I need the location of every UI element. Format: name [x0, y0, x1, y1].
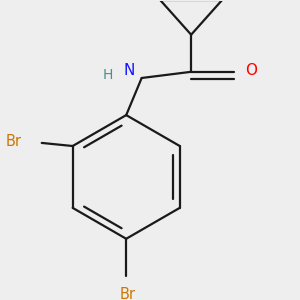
- Text: H: H: [103, 68, 113, 82]
- Text: Br: Br: [120, 287, 136, 300]
- Text: Br: Br: [6, 134, 22, 149]
- Text: O: O: [245, 63, 257, 78]
- Text: N: N: [124, 63, 135, 78]
